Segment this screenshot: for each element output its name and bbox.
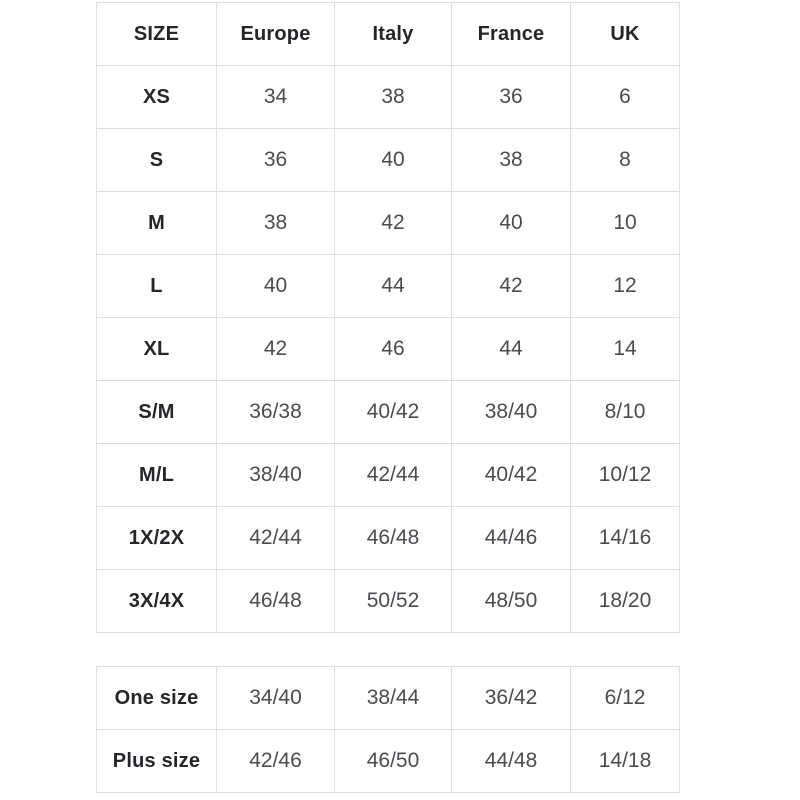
size-conversion-table: SIZE Europe Italy France UK XS 34 38 36 … — [96, 2, 680, 633]
table-row: S/M 36/38 40/42 38/40 8/10 — [96, 380, 680, 444]
size-label-cell: One size — [96, 666, 217, 730]
value-cell: 42 — [451, 254, 571, 318]
size-label-cell: M/L — [96, 443, 217, 507]
size-label-cell: M — [96, 191, 217, 255]
value-cell: 42/44 — [216, 506, 335, 570]
table-row: One size 34/40 38/44 36/42 6/12 — [96, 666, 680, 730]
table-row: XS 34 38 36 6 — [96, 65, 680, 129]
table-row: M 38 42 40 10 — [96, 191, 680, 255]
value-cell: 12 — [570, 254, 680, 318]
value-cell: 44 — [334, 254, 452, 318]
table-row: L 40 44 42 12 — [96, 254, 680, 318]
size-label-cell: XL — [96, 317, 217, 381]
header-row: SIZE Europe Italy France UK — [96, 2, 680, 66]
value-cell: 38/44 — [334, 666, 452, 730]
table-row: Plus size 42/46 46/50 44/48 14/18 — [96, 729, 680, 793]
value-cell: 44/48 — [451, 729, 571, 793]
header-cell-europe: Europe — [216, 2, 335, 66]
value-cell: 46/48 — [216, 569, 335, 633]
value-cell: 36/38 — [216, 380, 335, 444]
value-cell: 8/10 — [570, 380, 680, 444]
value-cell: 34/40 — [216, 666, 335, 730]
header-cell-uk: UK — [570, 2, 680, 66]
table-row: XL 42 46 44 14 — [96, 317, 680, 381]
value-cell: 46 — [334, 317, 452, 381]
value-cell: 50/52 — [334, 569, 452, 633]
value-cell: 10/12 — [570, 443, 680, 507]
value-cell: 38 — [334, 65, 452, 129]
value-cell: 40/42 — [451, 443, 571, 507]
value-cell: 40 — [216, 254, 335, 318]
value-cell: 6/12 — [570, 666, 680, 730]
value-cell: 44/46 — [451, 506, 571, 570]
value-cell: 18/20 — [570, 569, 680, 633]
size-label-cell: 1X/2X — [96, 506, 217, 570]
size-chart: SIZE Europe Italy France UK XS 34 38 36 … — [96, 2, 680, 793]
size-label-cell: XS — [96, 65, 217, 129]
header-cell-italy: Italy — [334, 2, 452, 66]
size-label-cell: L — [96, 254, 217, 318]
size-label-cell: Plus size — [96, 729, 217, 793]
header-cell-france: France — [451, 2, 571, 66]
value-cell: 8 — [570, 128, 680, 192]
value-cell: 48/50 — [451, 569, 571, 633]
value-cell: 10 — [570, 191, 680, 255]
value-cell: 42 — [334, 191, 452, 255]
table-gap — [96, 633, 679, 666]
value-cell: 38/40 — [216, 443, 335, 507]
value-cell: 36 — [451, 65, 571, 129]
special-sizes-table: One size 34/40 38/44 36/42 6/12 Plus siz… — [96, 666, 680, 793]
value-cell: 6 — [570, 65, 680, 129]
size-label-cell: S — [96, 128, 217, 192]
value-cell: 46/50 — [334, 729, 452, 793]
value-cell: 38/40 — [451, 380, 571, 444]
value-cell: 42/44 — [334, 443, 452, 507]
value-cell: 42 — [216, 317, 335, 381]
size-label-cell: S/M — [96, 380, 217, 444]
header-cell-size: SIZE — [96, 2, 217, 66]
value-cell: 38 — [216, 191, 335, 255]
value-cell: 40/42 — [334, 380, 452, 444]
table-row: 1X/2X 42/44 46/48 44/46 14/16 — [96, 506, 680, 570]
value-cell: 14/18 — [570, 729, 680, 793]
value-cell: 42/46 — [216, 729, 335, 793]
table-row: 3X/4X 46/48 50/52 48/50 18/20 — [96, 569, 680, 633]
value-cell: 40 — [334, 128, 452, 192]
value-cell: 40 — [451, 191, 571, 255]
value-cell: 14 — [570, 317, 680, 381]
size-label-cell: 3X/4X — [96, 569, 217, 633]
value-cell: 34 — [216, 65, 335, 129]
table-row: M/L 38/40 42/44 40/42 10/12 — [96, 443, 680, 507]
value-cell: 38 — [451, 128, 571, 192]
value-cell: 14/16 — [570, 506, 680, 570]
value-cell: 44 — [451, 317, 571, 381]
value-cell: 36/42 — [451, 666, 571, 730]
table-row: S 36 40 38 8 — [96, 128, 680, 192]
value-cell: 36 — [216, 128, 335, 192]
value-cell: 46/48 — [334, 506, 452, 570]
